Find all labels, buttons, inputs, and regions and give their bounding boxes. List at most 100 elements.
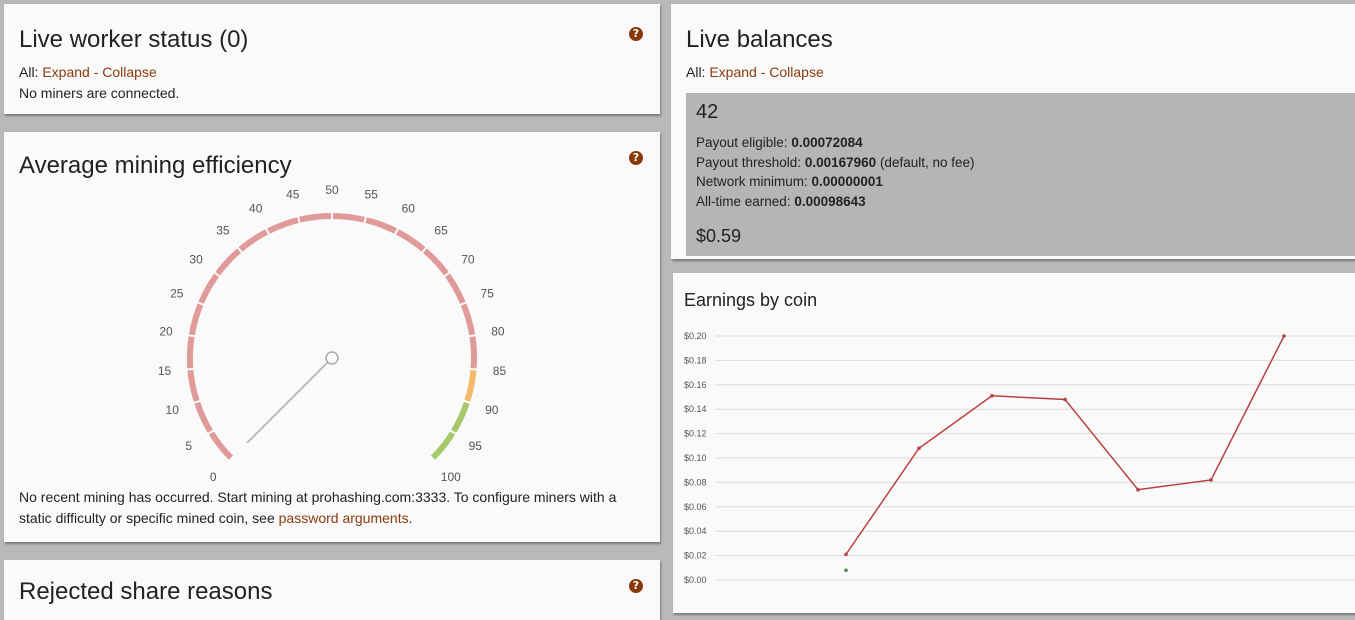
earnings-chart: $0.00 $0.02 $0.04 $0.06 $0.08 $0.10 $0.12 $0.14… xyxy=(684,331,1355,585)
efficiency-note: No recent mining has occurred. Start min… xyxy=(19,487,644,529)
separator: - xyxy=(760,64,766,80)
network-minimum-label: Network minimum: xyxy=(696,174,808,190)
gauge-tick-label: 40 xyxy=(249,201,263,215)
y-tick-label: $0.02 xyxy=(684,551,707,561)
all-label: All: xyxy=(686,64,706,80)
help-icon[interactable]: ? xyxy=(629,151,643,165)
gauge-tick-label: 35 xyxy=(216,223,230,237)
gauge-tick-mark xyxy=(443,271,451,278)
gauge-tick-label: 55 xyxy=(365,188,379,202)
gauge-tick-mark xyxy=(206,429,215,436)
data-point[interactable] xyxy=(1136,487,1140,492)
series-line-0 xyxy=(845,335,1285,555)
gauge-tick-mark xyxy=(228,454,236,462)
efficiency-gauge: 0 5 10 15 20 25 30 35 40 45 50 55 60 65 70 75 80 85 90 95 10… xyxy=(158,183,507,484)
payout-eligible-label: Payout eligible: xyxy=(696,135,788,150)
no-miners-message: No miners are connected. xyxy=(19,85,180,101)
gauge-tick-label: 100 xyxy=(441,470,461,484)
payout-eligible-value: 0.00072084 xyxy=(791,135,863,150)
gauge-tick-label: 20 xyxy=(159,325,173,339)
data-point[interactable] xyxy=(1063,397,1067,402)
collapse-link[interactable]: Collapse xyxy=(102,64,157,80)
coin-name: 42 xyxy=(696,101,719,123)
gauge-tick-mark xyxy=(236,246,244,254)
gauge-tick-label: 45 xyxy=(286,188,300,202)
network-minimum-value: 0.00000001 xyxy=(811,174,883,190)
expand-link[interactable]: Expand xyxy=(709,64,757,80)
balances-title: Live balances xyxy=(686,26,833,53)
help-icon[interactable]: ? xyxy=(629,27,643,41)
help-icon[interactable]: ? xyxy=(629,579,643,593)
data-point[interactable] xyxy=(990,393,994,398)
gauge-tick-mark xyxy=(296,215,301,225)
coin-balance-card[interactable]: 42 Payout eligible: 0.00072084 Payout th… xyxy=(686,93,1355,256)
gauge-tick-mark xyxy=(459,301,468,307)
worker-status-panel: Live worker status (0) ? All: Expand - C… xyxy=(4,4,660,114)
all-time-label: All-time earned: xyxy=(696,193,791,209)
gauge-tick-label: 95 xyxy=(469,439,483,453)
gauge-tick-label: 65 xyxy=(434,223,448,237)
gauge-tick-label: 50 xyxy=(325,183,339,197)
gauge-tick-label: 10 xyxy=(166,403,180,417)
gauge-tick-mark xyxy=(192,399,202,405)
gauge-tick-mark xyxy=(469,367,478,371)
note-suffix: . xyxy=(408,510,413,526)
collapse-link[interactable]: Collapse xyxy=(769,64,824,80)
gauge-tick-label: 15 xyxy=(158,364,172,378)
note-text: No recent mining has occurred. Start min… xyxy=(19,489,617,526)
all-time-value: 0.00098643 xyxy=(794,193,866,209)
expand-link[interactable]: Expand xyxy=(42,64,90,80)
gauge-tick-mark xyxy=(363,215,368,225)
all-time-row: All-time earned: 0.00098643 xyxy=(696,192,975,212)
gauge-tick-mark xyxy=(468,334,477,338)
gauge-tick-label: 25 xyxy=(170,287,184,301)
network-minimum-row: Network minimum: 0.00000001 xyxy=(696,172,975,192)
gauge-tick-mark xyxy=(264,227,271,236)
rejected-title: Rejected share reasons xyxy=(19,578,273,605)
gauge-tick-label: 70 xyxy=(461,252,475,266)
data-point[interactable] xyxy=(1282,334,1286,338)
payout-threshold-note: (default, no fee) xyxy=(879,154,975,170)
gauge-needle xyxy=(246,357,333,444)
data-point[interactable] xyxy=(844,552,848,557)
y-tick-label: $0.10 xyxy=(684,453,707,463)
data-point[interactable] xyxy=(1209,478,1213,482)
gauge-tick-mark xyxy=(428,454,436,462)
earnings-title: Earnings by coin xyxy=(684,290,818,310)
data-point[interactable] xyxy=(917,446,921,451)
password-arguments-link[interactable]: password arguments xyxy=(278,510,409,526)
y-tick-label: $0.06 xyxy=(684,502,707,512)
y-tick-label: $0.20 xyxy=(684,331,707,341)
gauge-tick-mark xyxy=(187,334,196,338)
payout-eligible-row: Payout eligible: 0.00072084 xyxy=(696,133,975,153)
y-tick-label: $0.08 xyxy=(684,477,707,487)
coin-stats: Payout eligible: 0.00072084 Payout thres… xyxy=(696,133,975,211)
y-tick-label: $0.14 xyxy=(684,404,707,414)
gauge-tick-mark xyxy=(213,271,221,278)
worker-status-title: Live worker status (0) xyxy=(19,26,249,53)
usd-value: $0.59 xyxy=(696,226,742,246)
gauge-tick-mark xyxy=(196,301,205,307)
payout-threshold-label: Payout threshold: xyxy=(696,154,802,170)
y-tick-label: $0.04 xyxy=(684,526,707,536)
payout-threshold-row: Payout threshold: 0.00167960 (default, n… xyxy=(696,153,975,173)
gauge-tick-label: 80 xyxy=(491,325,505,339)
y-tick-label: $0.16 xyxy=(684,380,707,390)
y-tick-label: $0.18 xyxy=(684,355,707,365)
data-point[interactable] xyxy=(844,568,848,573)
gauge-tick-mark xyxy=(393,227,400,236)
gauge-tick-label: 90 xyxy=(485,403,499,417)
separator: - xyxy=(93,64,99,80)
gauge-tick-label: 5 xyxy=(185,439,192,453)
all-label: All: xyxy=(19,64,39,80)
y-tick-label: $0.00 xyxy=(684,575,707,585)
rejected-panel: Rejected share reasons ? xyxy=(4,560,660,620)
y-tick-label: $0.12 xyxy=(684,429,707,439)
gauge-tick-mark xyxy=(449,429,458,436)
efficiency-panel: Average mining efficiency ? 0 5 10 15 20 25 30… xyxy=(4,132,660,542)
gauge-pivot xyxy=(325,351,339,365)
payout-threshold-value: 0.00167960 xyxy=(804,154,877,170)
gauge-tick-label: 30 xyxy=(189,252,203,266)
gauge-tick-mark xyxy=(462,399,472,405)
efficiency-title: Average mining efficiency xyxy=(19,152,292,179)
